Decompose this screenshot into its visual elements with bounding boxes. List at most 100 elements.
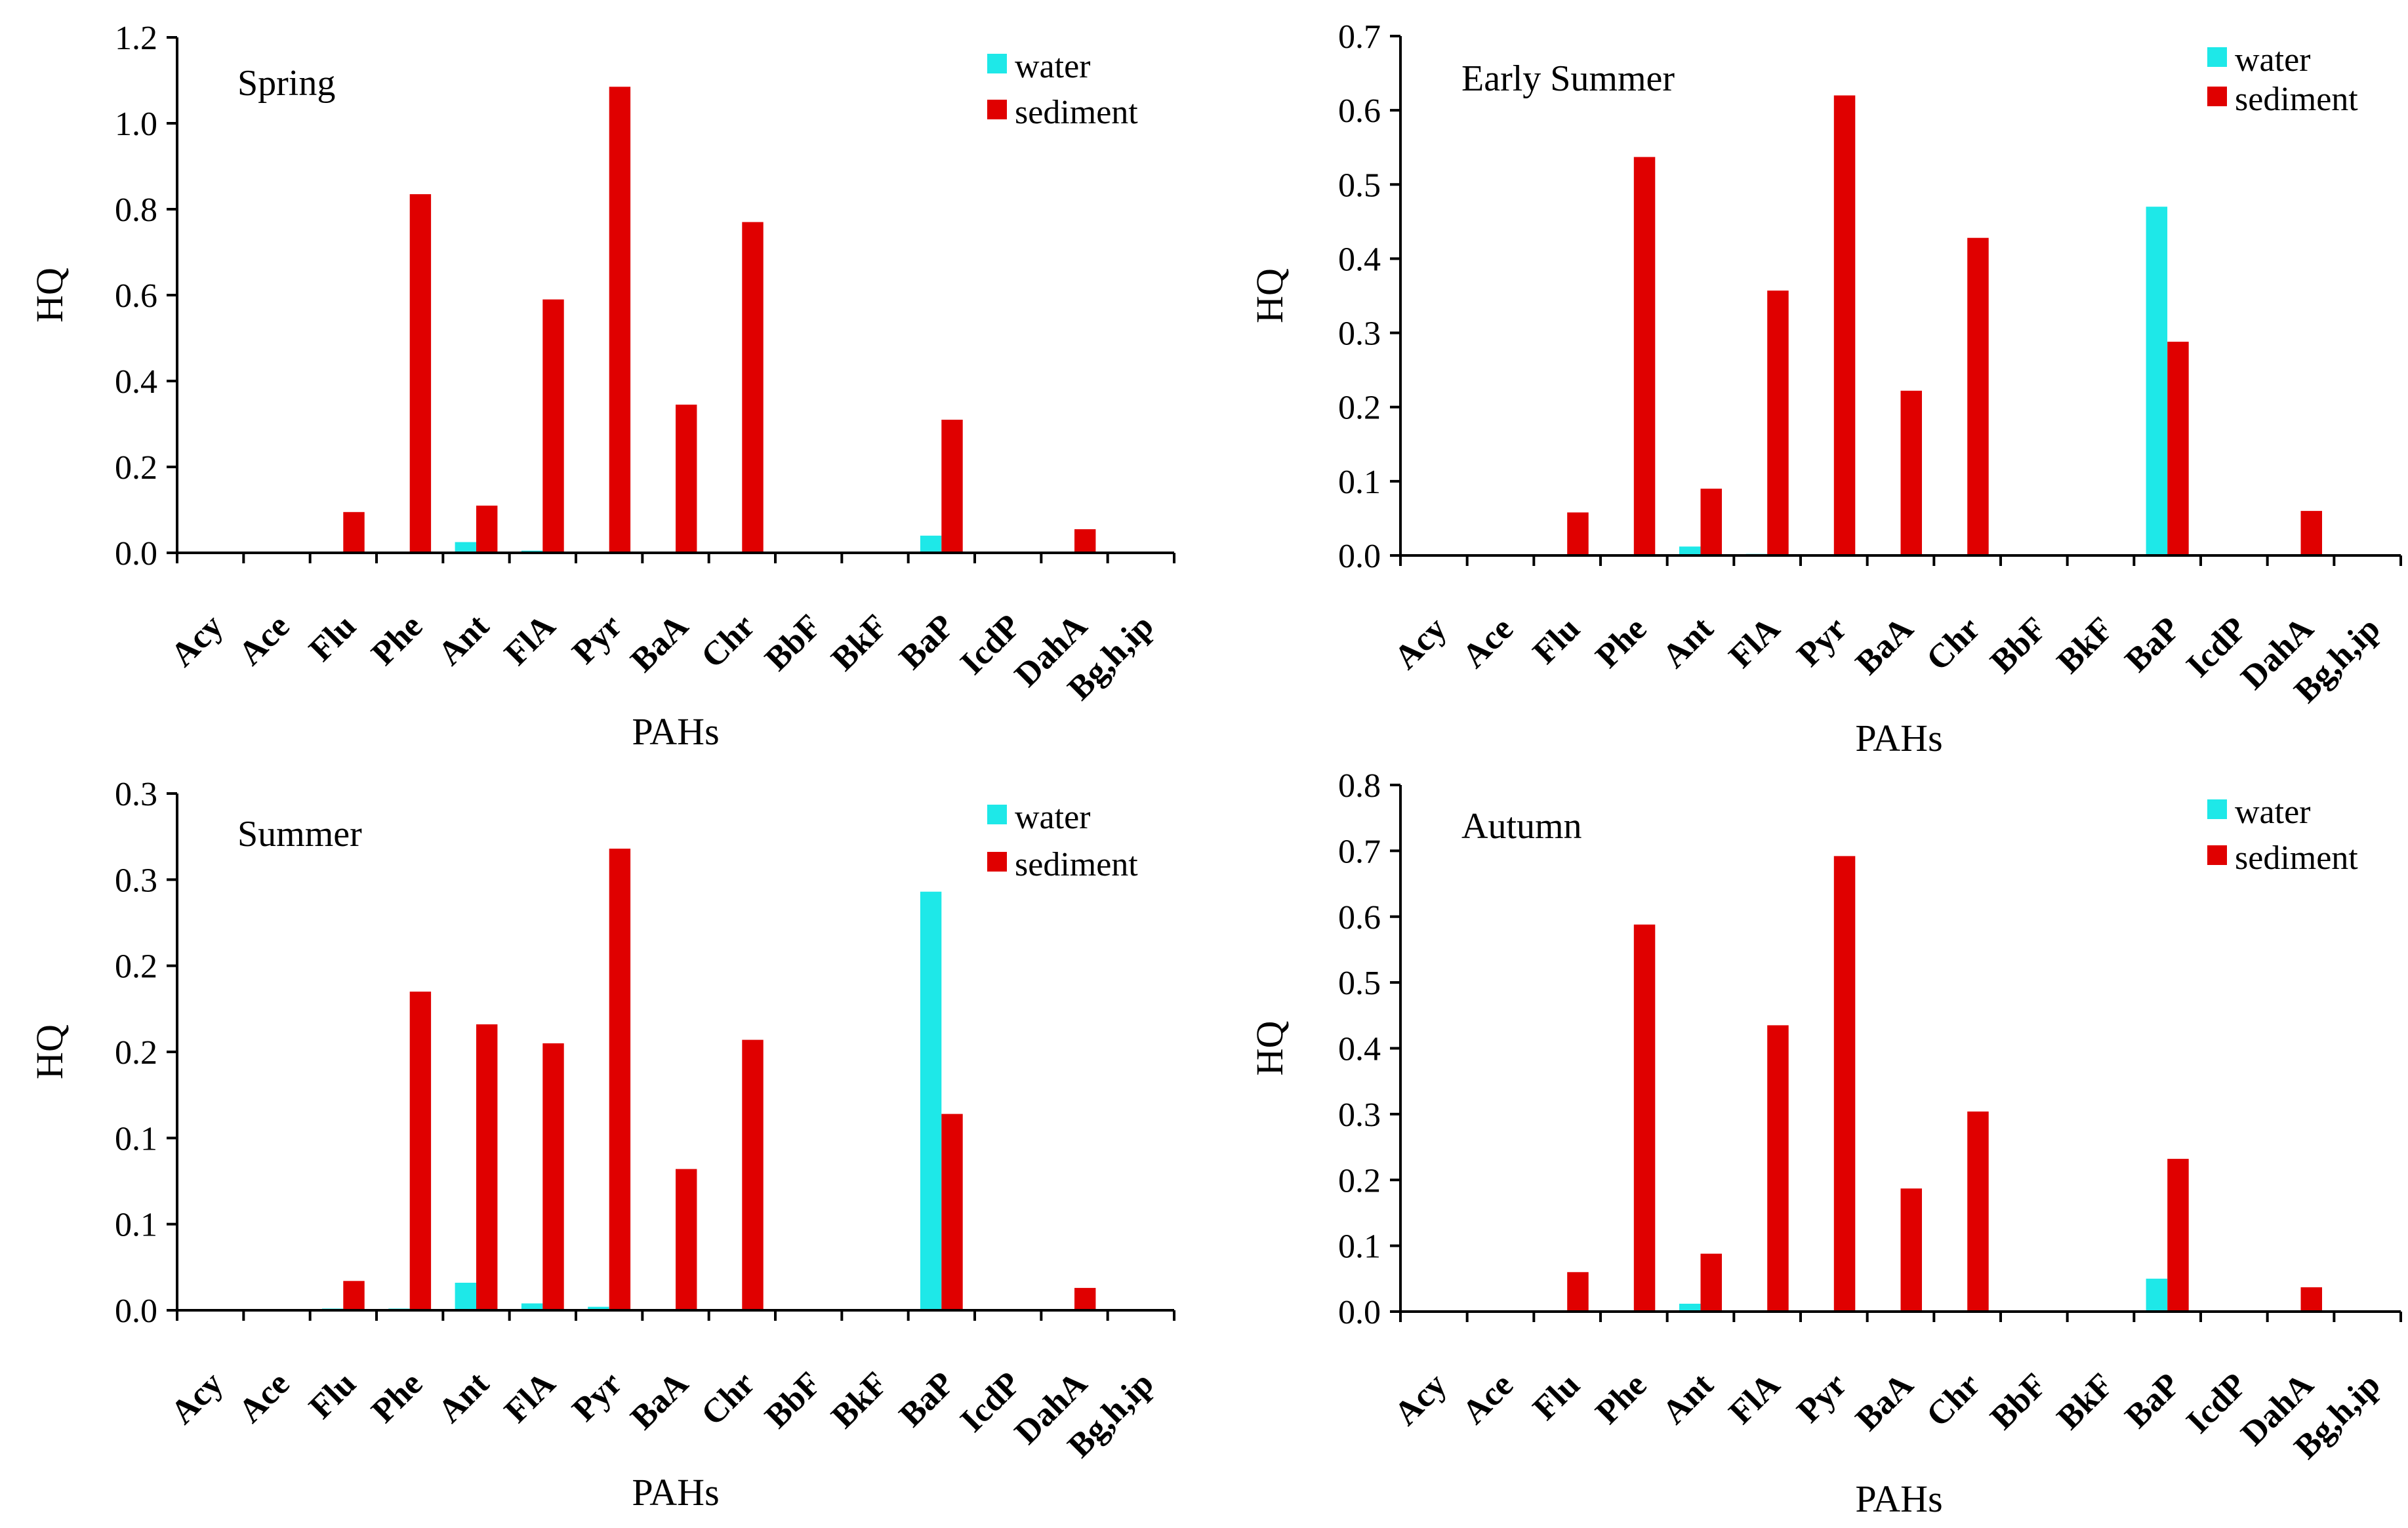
legend-swatch-water xyxy=(2207,799,2227,819)
y-tick-label: 0.5 xyxy=(1338,167,1381,204)
y-axis-title: HQ xyxy=(1248,1021,1291,1076)
x-category-label: Chr xyxy=(1919,610,1988,678)
x-category-label: Flu xyxy=(1526,1366,1587,1427)
bar-water-pyr xyxy=(588,1306,609,1310)
bar-water-bap xyxy=(920,891,942,1310)
x-category-label: Phe xyxy=(1589,1366,1654,1432)
bar-sediment-bap xyxy=(2167,1159,2189,1312)
x-category-label: FlA xyxy=(1722,610,1787,675)
x-category-label: BaA xyxy=(624,607,696,679)
bar-sediment-flu xyxy=(1567,512,1589,555)
bar-sediment-flu xyxy=(1567,1272,1589,1312)
y-tick-label: 0.5 xyxy=(1338,965,1381,1002)
bar-sediment-flu xyxy=(343,1281,365,1310)
legend: water sediment xyxy=(2207,794,2358,877)
y-tick-label: 0.2 xyxy=(1338,1162,1381,1199)
x-category-label: BaP xyxy=(892,1365,962,1434)
x-category-label: Acy xyxy=(1387,1366,1454,1433)
bar-sediment-baa xyxy=(1900,1188,1922,1312)
x-category-label: Ace xyxy=(232,1365,297,1430)
legend-label-sediment: sediment xyxy=(2235,839,2358,877)
bar-sediment-pyr xyxy=(609,87,631,553)
x-category-label: Pyr xyxy=(565,607,629,671)
x-category-label: BkF xyxy=(2050,1366,2121,1437)
legend-label-water: water xyxy=(2235,41,2310,79)
bar-sediment-daha xyxy=(2300,1287,2322,1312)
y-tick-label: 0.2 xyxy=(115,1034,157,1072)
x-category-label: Ant xyxy=(431,607,497,673)
x-category-label: BkF xyxy=(825,1365,895,1436)
bar-sediment-ant xyxy=(1700,1253,1722,1312)
y-axis-title: HQ xyxy=(28,268,71,323)
x-category-label: Flu xyxy=(302,607,363,668)
legend-label-sediment: sediment xyxy=(1015,94,1138,131)
legend-label-sediment: sediment xyxy=(2235,81,2358,118)
bar-water-ant xyxy=(1679,546,1701,555)
bar-water-ant xyxy=(455,542,476,553)
bar-sediment-daha xyxy=(1074,1287,1096,1310)
legend-label-water: water xyxy=(2235,794,2310,831)
x-category-label: BaA xyxy=(1848,1366,1921,1438)
y-tick-label: 0.1 xyxy=(1338,464,1381,501)
x-axis-title: PAHs xyxy=(632,1471,719,1514)
y-tick-label: 0.8 xyxy=(1338,767,1381,805)
panel-title: Early Summer xyxy=(1461,58,1675,99)
bar-sediment-chr xyxy=(742,222,764,553)
bar-sediment-baa xyxy=(676,1169,697,1310)
panel-title: Summer xyxy=(237,814,362,854)
x-category-label: Acy xyxy=(164,1365,231,1432)
bar-sediment-phe xyxy=(1633,157,1656,555)
x-category-label: Pyr xyxy=(565,1365,629,1428)
bar-sediment-ant xyxy=(1700,489,1722,555)
x-category-label: BaP xyxy=(2118,1366,2188,1436)
bar-sediment-pyr xyxy=(1833,856,1856,1312)
y-tick-label: 0.8 xyxy=(115,191,157,229)
x-category-label: Chr xyxy=(694,607,762,675)
bar-water-ant xyxy=(1679,1304,1701,1312)
x-category-label: Pyr xyxy=(1790,610,1854,674)
legend-swatch-water xyxy=(987,805,1007,824)
y-tick-label: 0.4 xyxy=(115,363,157,401)
x-category-label: Acy xyxy=(1387,610,1454,677)
legend-swatch-sediment xyxy=(987,852,1007,872)
y-tick-label: 0.2 xyxy=(115,449,157,487)
x-category-label: BkF xyxy=(2050,610,2121,681)
legend-label-water: water xyxy=(1015,48,1090,85)
x-axis-title: PAHs xyxy=(632,710,719,753)
y-tick-label: 0.1 xyxy=(1338,1228,1381,1266)
legend-swatch-sediment xyxy=(987,100,1007,119)
y-tick-label: 0.3 xyxy=(115,776,157,813)
x-category-label: Flu xyxy=(1526,610,1587,671)
y-tick-label: 0.6 xyxy=(1338,899,1381,936)
x-category-label: BkF xyxy=(825,607,895,678)
bar-sediment-bap xyxy=(941,420,963,553)
bar-sediment-pyr xyxy=(1833,95,1856,555)
x-category-label: BbF xyxy=(758,1365,828,1436)
legend-swatch-water xyxy=(2207,47,2227,67)
bar-sediment-baa xyxy=(676,405,697,553)
bar-sediment-ant xyxy=(476,1024,498,1310)
x-category-label: FlA xyxy=(497,607,563,673)
y-tick-label: 0.3 xyxy=(115,862,157,899)
legend-label-water: water xyxy=(1015,799,1090,836)
bar-sediment-chr xyxy=(742,1039,764,1310)
y-tick-label: 0.4 xyxy=(1338,241,1381,278)
y-tick-label: 0.0 xyxy=(1338,538,1381,575)
x-category-label: BbF xyxy=(1984,1366,2054,1437)
legend-swatch-sediment xyxy=(2207,87,2227,106)
x-category-label: Ant xyxy=(431,1365,497,1430)
bar-sediment-ant xyxy=(476,506,498,553)
x-category-label: Flu xyxy=(302,1365,363,1426)
y-tick-label: 1.0 xyxy=(115,106,157,143)
x-axis-title: PAHs xyxy=(1855,717,1942,759)
x-axis-title: PAHs xyxy=(1855,1478,1942,1520)
y-tick-label: 0.4 xyxy=(1338,1031,1381,1068)
y-tick-label: 0.3 xyxy=(1338,1096,1381,1134)
x-category-label: Ant xyxy=(1655,1366,1721,1432)
x-category-label: BbF xyxy=(1984,610,2054,681)
chart-panel-2: 0.0 0.1 0.2 0.3 0.4 0.5 0.6 0.7 Acy Ace Flu Phe Ant F… xyxy=(1248,18,2402,759)
x-category-label: FlA xyxy=(497,1365,563,1430)
